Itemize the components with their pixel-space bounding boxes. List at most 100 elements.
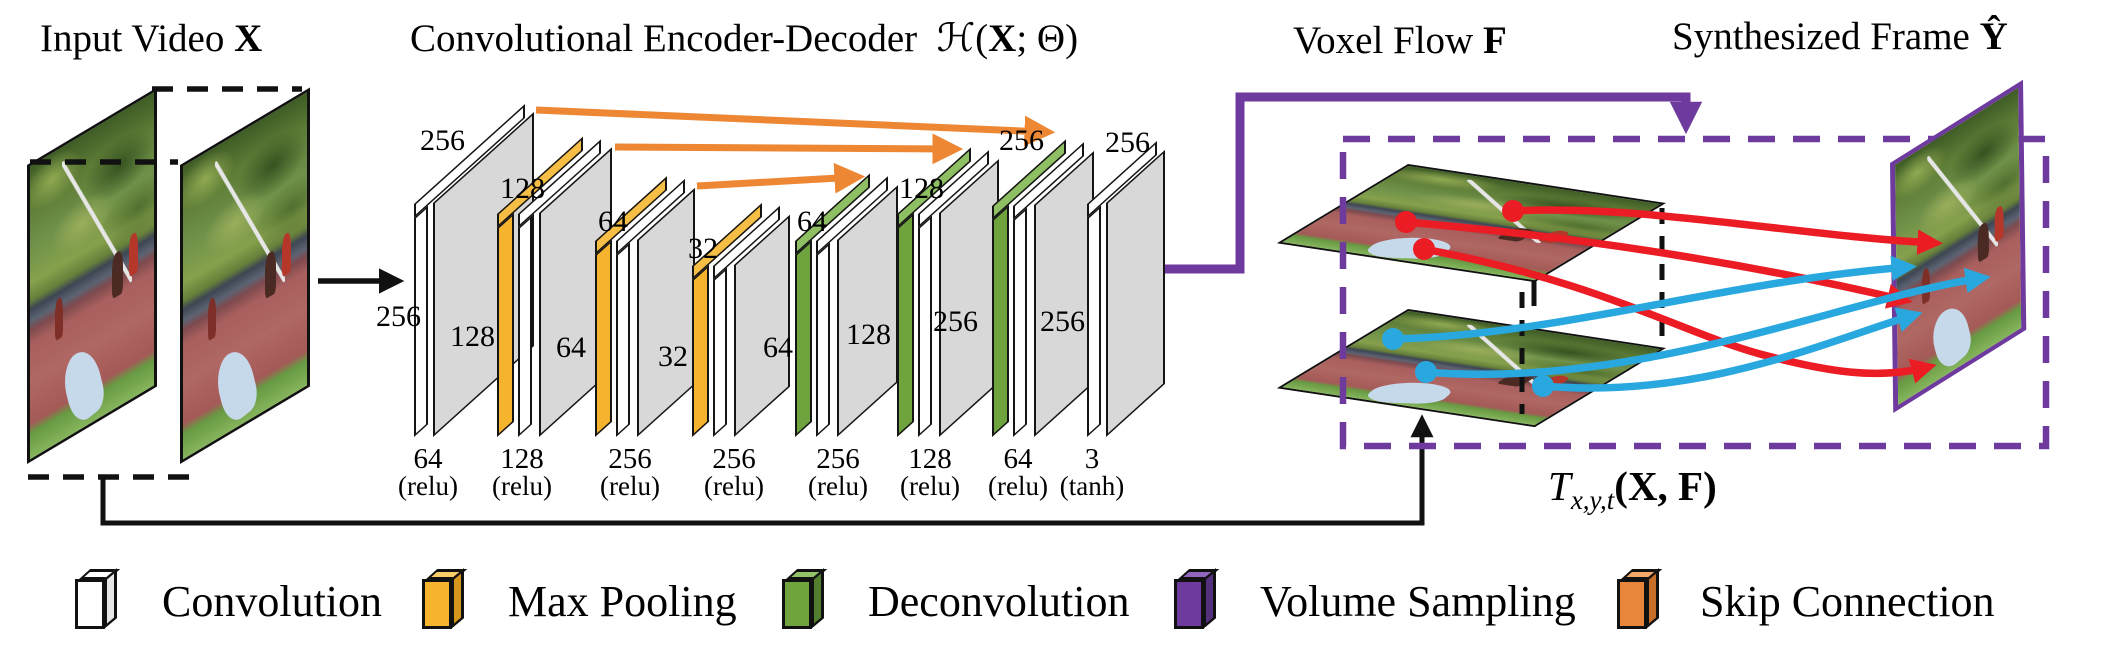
conv-slab-3 xyxy=(616,242,630,437)
synthesized-frame xyxy=(1890,79,2027,413)
skip-connection-arrow-2 xyxy=(614,133,964,165)
maxpool-slab-3 xyxy=(595,239,612,437)
cube-front-face xyxy=(1174,579,1204,629)
layer-size-mid-7: 256 xyxy=(933,305,978,338)
deconv-slab-6 xyxy=(897,212,914,437)
layer-size-top-6: 128 xyxy=(899,172,944,205)
legend-skipconnection-icon xyxy=(1617,568,1665,632)
feature-map-sheet-7 xyxy=(1034,150,1094,437)
layer-size-mid-6: 128 xyxy=(846,318,891,351)
title-encoder-math-x: X xyxy=(988,17,1017,60)
athlete-figure xyxy=(207,295,217,342)
cube-front-face xyxy=(1617,579,1647,629)
layer-activation-2: (relu) xyxy=(492,471,552,501)
layer-size-top-8: 256 xyxy=(1105,126,1150,159)
title-synthesized-text: Synthesized Frame xyxy=(1672,15,1980,58)
input-frame-1-photo xyxy=(30,92,154,460)
title-voxel-flow-var: F xyxy=(1482,19,1507,62)
maxpool-slab-4 xyxy=(692,264,709,437)
cube-side-face xyxy=(451,568,464,629)
athlete-figure xyxy=(1977,219,1990,263)
feature-map-sheet-8 xyxy=(1106,149,1165,437)
layer-size-top-1: 256 xyxy=(420,124,465,157)
athlete-figure xyxy=(1359,381,1462,404)
skip-connection-arrow-3 xyxy=(696,162,866,194)
cube-side-face xyxy=(1646,568,1659,629)
layer-activation-4: (relu) xyxy=(704,471,764,501)
layer-size-mid-5: 64 xyxy=(763,331,793,364)
sampling-subscript: x,y,t xyxy=(1570,485,1615,516)
sampling-T: T xyxy=(1548,463,1571,509)
layer-size-top-7: 256 xyxy=(999,124,1044,157)
legend-skipconnection-label: Skip Connection xyxy=(1700,577,1995,626)
cube-side-face xyxy=(1203,568,1216,629)
title-encoder-math-post: ; Θ) xyxy=(1016,17,1079,60)
layer-size-top-4: 32 xyxy=(688,232,718,265)
layer-activation-8: (tanh) xyxy=(1059,471,1125,501)
layer-size-mid-3: 64 xyxy=(556,331,586,364)
cube-side-face xyxy=(104,568,117,629)
cube-side-face xyxy=(811,568,824,629)
title-input-video-text: Input Video xyxy=(40,17,235,60)
layer-size-top-2: 128 xyxy=(500,172,545,205)
input-frame-2-photo xyxy=(183,92,307,460)
athlete-figure xyxy=(111,248,123,300)
conv-slab-5 xyxy=(816,242,830,437)
title-synthesized-var: Ŷ xyxy=(1979,15,2008,58)
title-voxel-flow-text: Voxel Flow xyxy=(1293,19,1483,62)
title-voxel-flow: Voxel Flow F xyxy=(1293,18,1507,63)
athlete-figure xyxy=(54,295,64,342)
legend-maxpooling-label: Max Pooling xyxy=(508,577,737,626)
legend-deconvolution-icon xyxy=(782,568,830,632)
legend-convolution-icon xyxy=(75,568,123,632)
legend-deconvolution-label: Deconvolution xyxy=(868,577,1130,626)
layer-size-top-5: 64 xyxy=(797,205,827,238)
athlete-figure xyxy=(59,340,108,430)
layer-activation-3: (relu) xyxy=(600,471,660,501)
athlete-figure xyxy=(282,230,291,278)
pole-line xyxy=(1927,113,1998,289)
athlete-figure xyxy=(264,248,276,300)
athlete-figure xyxy=(212,340,261,430)
athlete-figure xyxy=(1921,266,1931,306)
athlete-figure xyxy=(1994,203,2004,243)
legend-maxpooling-icon xyxy=(422,568,470,632)
legend-volumesampling-icon xyxy=(1174,568,1222,632)
layer-size-top-3: 64 xyxy=(598,205,628,238)
conv-slab-6 xyxy=(918,215,932,437)
voxel-flow-plane-bottom xyxy=(1276,309,1666,428)
layer-size-mid-1: 256 xyxy=(376,300,421,333)
voxel-flow-plane-bottom-photo xyxy=(1282,311,1661,426)
deconv-slab-5 xyxy=(795,239,812,437)
cube-front-face xyxy=(75,579,105,629)
cube-front-face xyxy=(782,579,812,629)
conv-slab-2 xyxy=(518,215,532,437)
conv-slab-4 xyxy=(713,267,727,437)
input-frame-2 xyxy=(180,87,310,464)
title-input-video-var: X xyxy=(234,17,263,60)
legend-volumesampling-label: Volume Sampling xyxy=(1260,577,1576,626)
layer-size-mid-8: 256 xyxy=(1040,305,1085,338)
layer-size-mid-2: 128 xyxy=(450,320,495,353)
sampling-function-label: Tx,y,t(X, F) xyxy=(1548,462,1717,516)
voxel-flow-plane-top-photo xyxy=(1282,166,1661,281)
title-encoder-decoder: Convolutional Encoder-Decoder ℋ(X; Θ) xyxy=(410,16,1078,61)
maxpool-slab-2 xyxy=(497,212,514,437)
layer-size-mid-4: 32 xyxy=(658,340,688,373)
title-input-video: Input Video X xyxy=(40,16,262,61)
conv-slab-7 xyxy=(1013,207,1027,437)
voxel-flow-plane-top xyxy=(1276,164,1666,283)
conv-slab-8 xyxy=(1087,205,1101,437)
skip-connection-arrow-1 xyxy=(535,106,1056,147)
legend-convolution-label: Convolution xyxy=(162,577,383,626)
title-synthesized-frame: Synthesized Frame Ŷ xyxy=(1672,14,2008,59)
title-encoder-math-pre: ℋ( xyxy=(936,17,989,60)
title-encoder-text: Convolutional Encoder-Decoder xyxy=(410,17,927,60)
input-frame-1 xyxy=(27,87,157,464)
sampling-args: (X, F) xyxy=(1614,463,1717,509)
athlete-figure xyxy=(129,230,138,278)
cube-front-face xyxy=(422,579,452,629)
athlete-figure xyxy=(1928,297,1975,376)
synthesized-frame-photo xyxy=(1895,87,2022,405)
